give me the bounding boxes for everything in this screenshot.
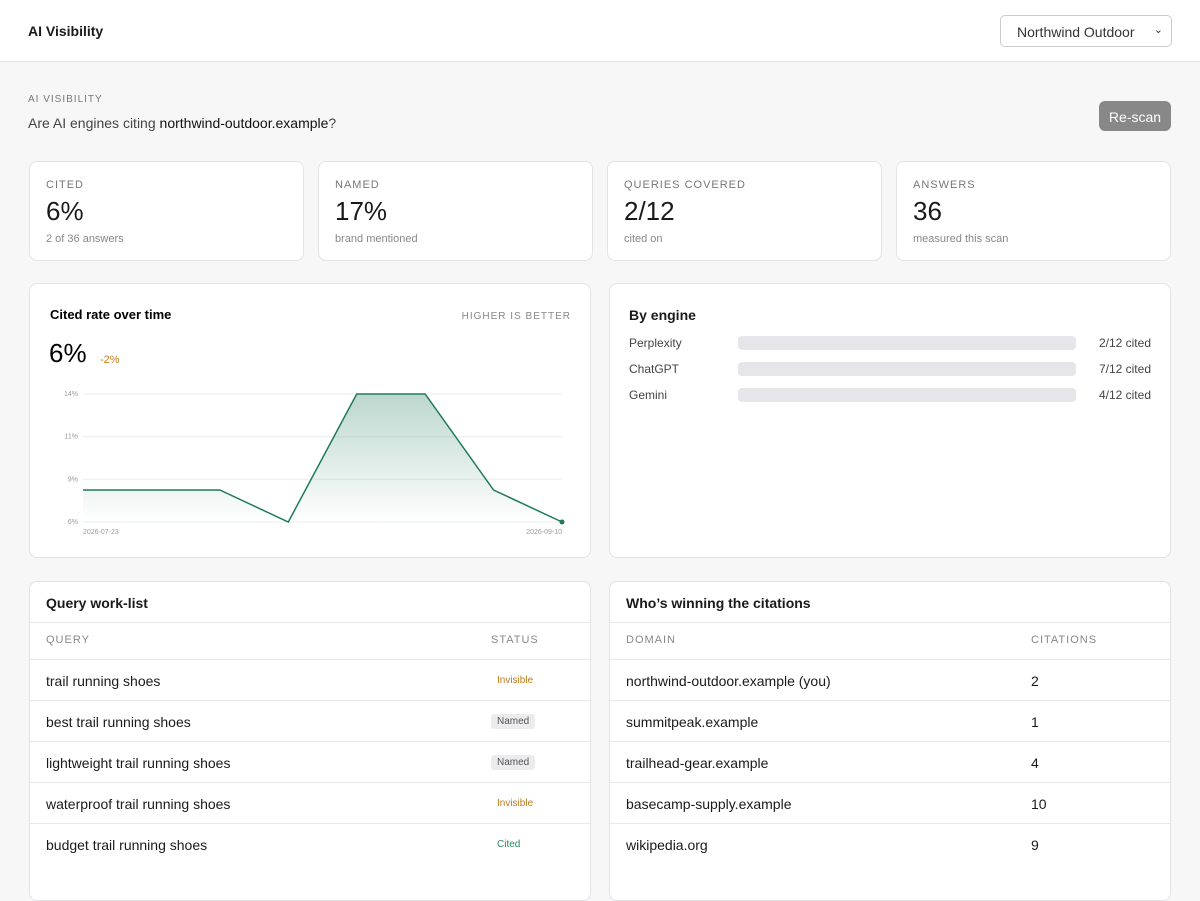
stat-card: NAMED 17% brand mentioned [318, 161, 593, 261]
cell: wikipedia.org [626, 837, 708, 853]
cell: 1 [1031, 714, 1039, 730]
col-header: DOMAIN [626, 634, 676, 646]
cell: waterproof trail running shoes [46, 796, 231, 812]
top-bar: AI Visibility Northwind Outdoor ⌄ [0, 0, 1200, 62]
cell: lightweight trail running shoes [46, 755, 231, 771]
table-row: wikipedia.org 9 [610, 823, 1170, 864]
stat-label: CITED [46, 179, 84, 191]
cell: Cited [497, 839, 521, 850]
cell: Named [491, 714, 536, 729]
col-header: QUERY [46, 634, 90, 646]
cell: 9 [1031, 837, 1039, 853]
cell: Named [491, 755, 536, 770]
cell: 10 [1031, 796, 1047, 812]
stat-card: QUERIES COVERED 2/12 cited on [607, 161, 882, 261]
delta: -2% [100, 354, 120, 366]
cell: Invisible [497, 798, 534, 809]
table-row: trailhead-gear.example 4 [610, 741, 1170, 782]
x-tick-label: 2026-09-10 [526, 529, 562, 536]
engine-card: By engine Perplexity 2/12 cited ChatGPT 7/1… [609, 283, 1171, 558]
engine-result: 2/12 cited [1098, 336, 1151, 350]
cell: northwind-outdoor.example (you) [626, 673, 831, 689]
col-header: STATUS [491, 634, 539, 646]
headline: 6% [49, 338, 87, 368]
cell: Invisible [497, 675, 534, 686]
engine-result: 7/12 cited [1098, 362, 1151, 376]
q-prefix: Are AI engines citing [28, 115, 160, 131]
q-suffix: ? [328, 115, 337, 131]
brand-select[interactable]: Northwind Outdoor ⌄ [1000, 15, 1172, 47]
chevron: ⌄ [1153, 24, 1163, 36]
engine-name: Perplexity [629, 336, 682, 350]
table-row: budget trail running shoes Cited [30, 823, 590, 864]
stat-sub: cited on [624, 233, 663, 245]
table-row: summitpeak.example 1 [610, 700, 1170, 741]
cell: 4 [1031, 755, 1039, 771]
table-row: waterproof trail running shoes Invisible [30, 782, 590, 823]
line [83, 393, 563, 523]
col-header: CITATIONS [1031, 634, 1098, 646]
y-tick-label: 6% [68, 519, 78, 526]
table-title: Query work-list [46, 595, 148, 611]
stat-card: ANSWERS 36 measured this scan [896, 161, 1171, 261]
cell: trailhead-gear.example [626, 755, 769, 771]
engine-result: 4/12 cited [1098, 388, 1151, 402]
cell: summitpeak.example [626, 714, 759, 730]
table-header-row [30, 622, 590, 660]
engine-track [738, 362, 1076, 376]
table-row: northwind-outdoor.example (you) 2 [610, 659, 1170, 700]
stat-label: NAMED [335, 179, 380, 191]
cell: budget trail running shoes [46, 837, 208, 853]
chart-note: HIGHER IS BETTER [462, 311, 571, 322]
cell: basecamp-supply.example [626, 796, 792, 812]
brand-select-text: Northwind Outdoor [1017, 24, 1135, 40]
engine-track [738, 388, 1076, 402]
table-row: basecamp-supply.example 10 [610, 782, 1170, 823]
table-row: lightweight trail running shoes Named [30, 741, 590, 782]
stat-sub: measured this scan [913, 233, 1009, 245]
stat-label: ANSWERS [913, 179, 976, 191]
eyebrow: AI VISIBILITY [28, 94, 103, 105]
app-title: AI Visibility [28, 23, 104, 39]
stat-sub: 2 of 36 answers [46, 233, 124, 245]
query-card: Query work-list QUERY STATUS trail running … [29, 581, 591, 901]
cell: best trail running shoes [46, 714, 191, 730]
citation-card: Who’s winning the citations DOMAIN CITATIO… [609, 581, 1171, 901]
engine-track [738, 336, 1076, 350]
table-header-row [610, 622, 1170, 660]
engine-name: ChatGPT [629, 362, 680, 376]
table-row: best trail running shoes Named [30, 700, 590, 741]
chart-card: Cited rate over time HIGHER IS BETTER 6% -2… [29, 283, 591, 558]
y-tick-label: 9% [68, 476, 78, 483]
chart-title: Cited rate over time [50, 307, 171, 322]
line-chart: Cited rate over time HIGHER IS BETTER 6% -2… [49, 307, 571, 536]
stat-value: 36 [913, 196, 942, 226]
stat-card: CITED 6% 2 of 36 answers [29, 161, 304, 261]
stat-value: 17% [335, 196, 388, 226]
table-title: Who’s winning the citations [626, 595, 811, 611]
cell: trail running shoes [46, 673, 161, 689]
stat-label: QUERIES COVERED [624, 179, 746, 191]
rescan-button[interactable]: Re-scan [1099, 101, 1171, 131]
stat-value: 6% [46, 196, 84, 226]
stat-sub: brand mentioned [335, 233, 418, 245]
cell: 2 [1031, 673, 1039, 689]
end-point [559, 519, 565, 525]
engine-title: By engine [629, 307, 696, 323]
q-domain: northwind-outdoor.example [159, 115, 329, 131]
y-tick-label: 14% [64, 391, 78, 398]
table-row: trail running shoes Invisible [30, 659, 590, 700]
engine-name: Gemini [629, 388, 668, 402]
y-tick-label: 11% [65, 434, 79, 441]
stat-value: 2/12 [624, 196, 675, 226]
x-tick-label: 2026-07-23 [83, 529, 119, 536]
question: Are AI engines citing northwind-outdoor.… [28, 115, 336, 131]
